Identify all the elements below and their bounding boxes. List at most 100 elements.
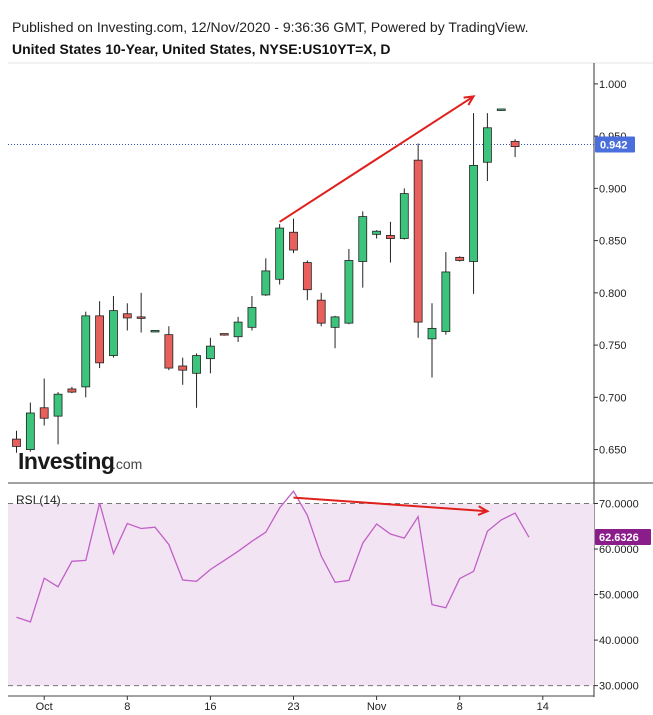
candle-body [109,310,118,356]
price-trend-arrow [279,95,475,223]
candle-body [178,365,188,371]
rsi-tick-label: 40.0000 [599,635,639,647]
candle [496,108,506,111]
rsi-divergence-arrowhead [477,505,490,516]
candle-body [67,388,77,393]
rsi-tick-label: 50.0000 [599,590,639,602]
candle-body [372,230,382,235]
candle-body [302,262,312,291]
rsi-band-fill [8,503,594,686]
time-tick-label: Oct [36,701,53,713]
candle [81,311,91,398]
candle [399,188,409,240]
price-tick-label: 0.750 [599,340,627,352]
price-trend-arrowhead [463,95,476,106]
candle [455,256,465,262]
candle [109,295,118,358]
candle-body [122,313,132,319]
candle [178,357,188,385]
candle [39,378,49,426]
candle [510,139,520,158]
time-tick-label: 8 [124,701,130,713]
time-tick-label: 23 [287,701,299,713]
candle-body [330,316,340,328]
price-tick-label: 0.850 [599,236,627,248]
candle [150,330,160,333]
candle-body [136,316,146,319]
candle-body [205,345,215,360]
candle [386,221,395,263]
candle-body [358,216,368,262]
candle-body [482,127,492,163]
candle [25,402,35,452]
candle [344,248,354,325]
rsi-tick-label: 30.0000 [599,681,639,693]
investing-logo: Investing .com [18,448,142,474]
logo-suffix: .com [112,456,142,472]
time-tick-label: 16 [204,701,216,713]
rsi-last-value-tag [595,529,651,546]
price-tick-label: 0.800 [599,288,627,300]
candle [95,301,104,369]
candle-body [164,334,174,369]
candle [247,295,257,331]
price-tick-label: 0.700 [599,392,627,404]
candle-body [275,227,285,280]
candle-body [95,315,104,364]
candle [233,316,243,342]
candle [136,292,146,333]
candle-body [261,270,271,296]
candle [413,143,423,338]
last-price-label: 0.942 [600,139,628,151]
candle [441,252,451,335]
rsi-last-value-label: 62.6326 [599,532,639,544]
candle-body [427,327,437,340]
candle-body [219,333,229,336]
candlesticks [12,108,520,453]
published-info: Published on Investing.com, 12/Nov/2020 … [12,19,529,35]
candle-body [441,271,451,332]
candle-body [386,234,395,239]
rsi-divergence-arrow [293,496,488,513]
candle [12,430,21,453]
candle-body [233,321,243,338]
price-tick-label: 0.650 [599,445,627,457]
candle [164,326,174,371]
candle [192,353,201,408]
last-price-tag [595,136,635,153]
candle [219,333,229,336]
rsi-tick-label: 70.0000 [599,498,639,510]
candle-body [25,412,35,450]
candle-body [344,260,354,324]
candle-body [469,164,478,262]
candle-body [192,355,201,374]
candle [427,303,437,378]
time-axis: Oct 8 16 23 Nov 8 14 [36,696,549,713]
time-tick-label: Nov [367,701,387,713]
candle-body [150,330,160,333]
rsi-title: RSI (14) [16,493,61,507]
candle [261,258,271,296]
candle-body [53,393,63,417]
candle-body [247,307,257,328]
candle [289,218,298,254]
logo-brand: Investing [18,448,114,474]
candle [302,260,312,301]
candle-body [455,256,465,261]
time-tick-label: 14 [537,701,549,713]
candle [316,292,326,327]
rsi-tick-label: 60.0000 [599,544,639,556]
candle-body [289,231,298,251]
candle-body [399,193,409,239]
candle [67,386,77,394]
candle-body [12,438,21,447]
candle [53,392,63,445]
candle [122,303,132,331]
price-tick-label: 1.000 [599,79,627,91]
price-tick-label: 0.900 [599,183,627,195]
candle-body [81,315,91,388]
candle [482,113,492,182]
candle-body [496,108,506,111]
